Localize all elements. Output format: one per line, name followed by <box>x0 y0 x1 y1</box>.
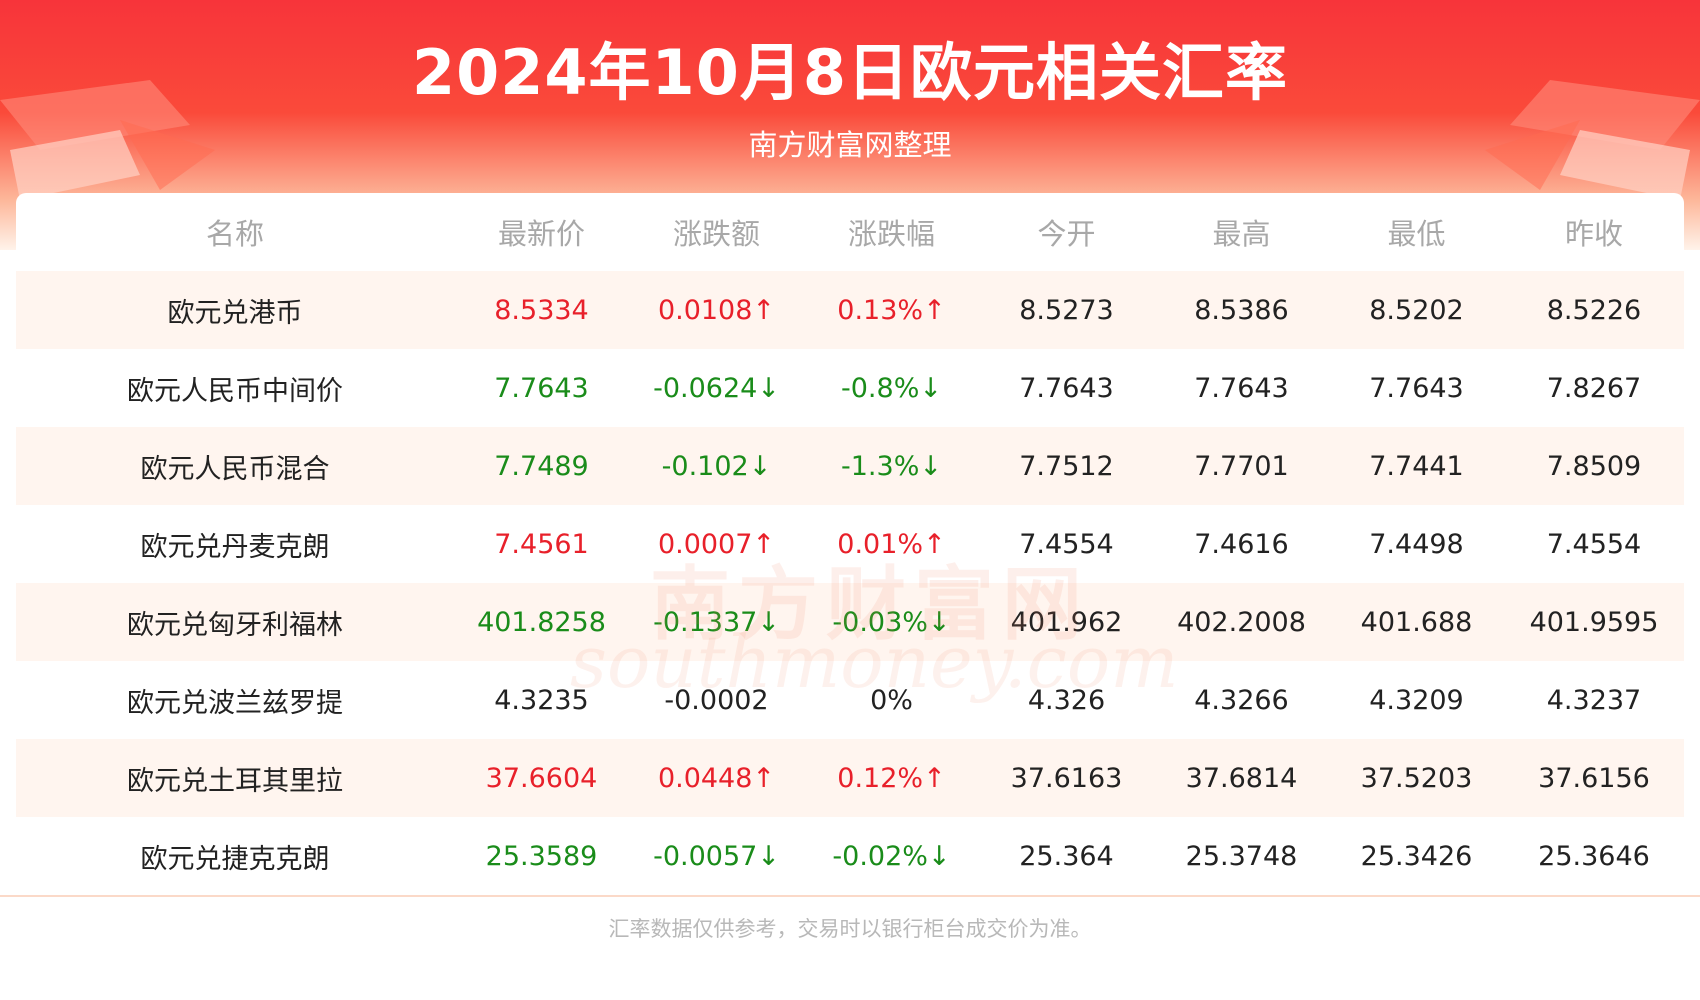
rate-name: 欧元兑波兰兹罗提 <box>127 687 343 719</box>
rate-name: 欧元兑丹麦克朗 <box>140 531 330 563</box>
latest-price: 4.3235 <box>494 684 589 716</box>
latest-price: 7.4561 <box>494 528 589 560</box>
change-amount: -0.0002 <box>664 684 769 716</box>
change-percent: 0% <box>870 684 913 716</box>
change-amount: 0.0007↑ <box>657 528 776 560</box>
rate-name: 欧元人民币混合 <box>140 453 330 485</box>
change-percent: -1.3%↓ <box>841 450 942 482</box>
low-price: 7.7643 <box>1369 372 1464 404</box>
high-price: 37.6814 <box>1185 762 1298 794</box>
open-price: 401.962 <box>1010 606 1123 638</box>
column-header-change: 涨跌额 <box>672 217 760 251</box>
open-price: 8.5273 <box>1019 294 1114 326</box>
table-row: 欧元兑丹麦克朗 7.4561 0.0007↑ 0.01%↑ 7.4554 7.4… <box>16 505 1684 583</box>
prev-close: 25.3646 <box>1538 840 1650 872</box>
column-header-high: 最高 <box>1212 217 1271 251</box>
column-header-prev: 昨收 <box>1564 217 1623 251</box>
table-row: 欧元兑港币 8.5334 0.0108↑ 0.13%↑ 8.5273 8.538… <box>16 271 1684 349</box>
column-header-latest: 最新价 <box>497 217 585 251</box>
prev-close: 8.5226 <box>1546 294 1642 326</box>
low-price: 7.4498 <box>1369 528 1464 560</box>
latest-price: 25.3589 <box>485 840 598 872</box>
rate-name: 欧元兑捷克克朗 <box>140 843 330 875</box>
column-header-open: 今开 <box>1037 217 1096 251</box>
change-amount: -0.102↓ <box>661 450 772 482</box>
column-header-pct: 涨跌幅 <box>847 217 935 251</box>
open-price: 7.7643 <box>1019 372 1114 404</box>
disclaimer-note: 汇率数据仅供参考，交易时以银行柜台成交价为准。 <box>608 917 1092 941</box>
high-price: 7.7701 <box>1194 450 1289 482</box>
decorative-arrow-right <box>1485 80 1700 200</box>
prev-close: 7.8509 <box>1546 450 1642 482</box>
high-price: 7.7643 <box>1194 372 1289 404</box>
open-price: 7.7512 <box>1019 450 1114 482</box>
open-price: 25.364 <box>1019 840 1114 872</box>
open-price: 4.326 <box>1027 684 1106 716</box>
rate-name: 欧元人民币中间价 <box>127 375 343 407</box>
high-price: 4.3266 <box>1194 684 1289 716</box>
change-percent: 0.12%↑ <box>837 762 946 794</box>
table-row: 欧元兑土耳其里拉 37.6604 0.0448↑ 0.12%↑ 37.6163 … <box>16 739 1684 817</box>
rate-name: 欧元兑匈牙利福林 <box>127 609 343 641</box>
rate-name: 欧元兑港币 <box>167 297 303 329</box>
table-row: 欧元兑波兰兹罗提 4.3235 -0.0002 0% 4.326 4.3266 … <box>16 661 1684 739</box>
low-price: 25.3426 <box>1360 840 1473 872</box>
change-amount: -0.0624↓ <box>653 372 780 404</box>
low-price: 401.688 <box>1360 606 1473 638</box>
change-amount: -0.1337↓ <box>653 606 780 638</box>
change-amount: -0.0057↓ <box>653 840 780 872</box>
low-price: 8.5202 <box>1369 294 1464 326</box>
latest-price: 37.6604 <box>485 762 598 794</box>
open-price: 7.4554 <box>1019 528 1114 560</box>
column-header-low: 最低 <box>1387 217 1446 251</box>
latest-price: 8.5334 <box>494 294 589 326</box>
change-percent: -0.8%↓ <box>841 372 942 404</box>
page-subtitle: 南方财富网整理 <box>748 128 952 162</box>
table-header-row: 名称 最新价 涨跌额 涨跌幅 今开 最高 最低 昨收 <box>16 193 1684 271</box>
rate-name: 欧元兑土耳其里拉 <box>127 765 343 797</box>
change-percent: 0.13%↑ <box>837 294 946 326</box>
table-row: 欧元兑匈牙利福林 401.8258 -0.1337↓ -0.03%↓ 401.9… <box>16 583 1684 661</box>
column-header-name: 名称 <box>205 217 264 251</box>
prev-close: 7.4554 <box>1546 528 1642 560</box>
high-price: 8.5386 <box>1194 294 1289 326</box>
open-price: 37.6163 <box>1010 762 1123 794</box>
change-percent: 0.01%↑ <box>837 528 946 560</box>
footer-divider <box>0 895 1700 897</box>
change-percent: -0.03%↓ <box>832 606 951 638</box>
table-row: 欧元人民币中间价 7.7643 -0.0624↓ -0.8%↓ 7.7643 7… <box>16 349 1684 427</box>
prev-close: 4.3237 <box>1546 684 1642 716</box>
page-title: 2024年10月8日欧元相关汇率 <box>412 36 1288 109</box>
prev-close: 401.9595 <box>1529 606 1659 638</box>
prev-close: 37.6156 <box>1538 762 1650 794</box>
high-price: 7.4616 <box>1194 528 1289 560</box>
rates-table: 名称 最新价 涨跌额 涨跌幅 今开 最高 最低 昨收 欧元兑港币 8.5334 … <box>16 193 1684 893</box>
low-price: 37.5203 <box>1360 762 1473 794</box>
prev-close: 7.8267 <box>1546 372 1642 404</box>
table-row: 欧元兑捷克克朗 25.3589 -0.0057↓ -0.02%↓ 25.364 … <box>16 817 1684 895</box>
high-price: 25.3748 <box>1185 840 1298 872</box>
table-row: 欧元人民币混合 7.7489 -0.102↓ -1.3%↓ 7.7512 7.7… <box>16 427 1684 505</box>
latest-price: 7.7643 <box>494 372 589 404</box>
latest-price: 7.7489 <box>494 450 589 482</box>
change-percent: -0.02%↓ <box>832 840 951 872</box>
high-price: 402.2008 <box>1177 606 1306 638</box>
low-price: 4.3209 <box>1369 684 1464 716</box>
change-amount: 0.0448↑ <box>657 762 776 794</box>
latest-price: 401.8258 <box>477 606 606 638</box>
decorative-arrow-left <box>0 80 215 200</box>
change-amount: 0.0108↑ <box>657 294 776 326</box>
low-price: 7.7441 <box>1369 450 1464 482</box>
